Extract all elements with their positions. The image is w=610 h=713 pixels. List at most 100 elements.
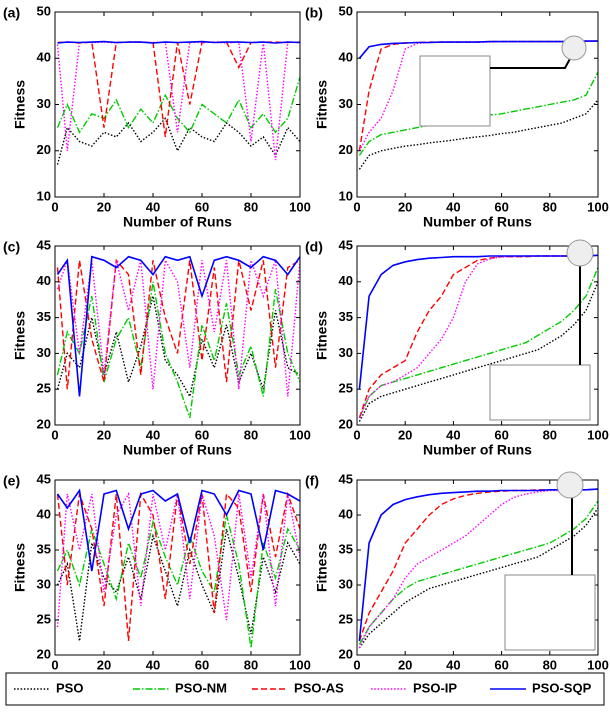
x-tick-label: 20 [398, 199, 412, 214]
series-line [358, 254, 598, 419]
x-tick-label: 60 [195, 199, 209, 214]
zoom-circle [561, 35, 587, 61]
y-tick-label: 30 [37, 576, 51, 591]
series-line [56, 514, 300, 649]
x-tick-label: 80 [244, 199, 258, 214]
y-tick-label: 50 [339, 3, 353, 18]
panel: 10 20 30 40 50 0 20 40 60 80 100 Number of Runs Fitn… [305, 3, 609, 229]
legend-label: PSO-AS [294, 680, 344, 695]
y-tick-label: 20 [37, 142, 51, 157]
x-tick-label: 100 [587, 199, 609, 214]
x-tick-label: 60 [494, 427, 508, 442]
x-axis-label: Number of Runs [423, 442, 532, 458]
y-tick-label: 35 [339, 541, 353, 556]
y-tick-label: 25 [37, 611, 51, 626]
x-tick-label: 40 [146, 657, 160, 672]
series-line [358, 281, 598, 422]
panel-label: (f) [305, 473, 319, 489]
x-tick-label: 40 [446, 199, 460, 214]
y-tick-label: 10 [37, 188, 51, 203]
series-line [56, 491, 300, 642]
x-tick-label: 80 [543, 199, 557, 214]
panel-label: (c) [3, 239, 20, 255]
y-tick-label: 40 [37, 506, 51, 521]
y-tick-label: 35 [339, 309, 353, 324]
x-tick-label: 40 [446, 657, 460, 672]
legend-label: PSO-IP [413, 680, 457, 695]
legend: PSO PSO-NM PSO-AS PSO-IP PSO-SQP [5, 672, 605, 706]
y-tick-label: 40 [339, 50, 353, 65]
y-axis-label: Fitness [314, 80, 330, 129]
x-tick-label: 60 [494, 657, 508, 672]
series-line [358, 500, 598, 645]
x-tick-label: 80 [543, 657, 557, 672]
x-tick-label: 0 [353, 657, 360, 672]
x-tick-label: 60 [494, 199, 508, 214]
y-tick-label: 40 [339, 506, 353, 521]
x-tick-label: 0 [51, 657, 58, 672]
x-tick-label: 0 [51, 199, 58, 214]
x-tick-label: 80 [244, 427, 258, 442]
legend-label: PSO-SQP [532, 680, 592, 695]
series-line [358, 99, 598, 170]
y-tick-label: 20 [339, 416, 353, 431]
x-tick-label: 20 [398, 427, 412, 442]
legend-label: PSO [56, 680, 83, 695]
y-tick-label: 30 [339, 96, 353, 111]
x-tick-label: 60 [195, 427, 209, 442]
y-tick-label: 50 [37, 3, 51, 18]
x-tick-label: 20 [97, 199, 111, 214]
y-axis-label: Fitness [314, 543, 330, 592]
inset-box [419, 55, 491, 127]
y-tick-label: 20 [339, 646, 353, 661]
panel-label: (b) [305, 5, 323, 21]
series-line [56, 258, 300, 397]
x-tick-label: 100 [289, 199, 311, 214]
y-tick-label: 45 [37, 237, 51, 252]
y-tick-label: 40 [37, 273, 51, 288]
inset-decor [419, 35, 596, 651]
x-tick-label: 40 [146, 427, 160, 442]
inset-connector [490, 54, 573, 69]
x-tick-label: 0 [51, 427, 58, 442]
y-tick-label: 45 [37, 471, 51, 486]
series-line [358, 40, 598, 59]
series-line [358, 254, 598, 390]
panel-label: (d) [305, 239, 323, 255]
x-tick-label: 100 [289, 427, 311, 442]
x-axis-label: Number of Runs [123, 442, 232, 458]
series-line [358, 40, 598, 152]
y-tick-label: 35 [37, 309, 51, 324]
series-line [56, 488, 300, 572]
y-tick-label: 30 [37, 345, 51, 360]
y-tick-label: 20 [37, 646, 51, 661]
x-tick-label: 0 [353, 199, 360, 214]
series-line [56, 255, 300, 397]
y-tick-label: 10 [339, 188, 353, 203]
y-tick-label: 25 [339, 611, 353, 626]
x-tick-label: 60 [195, 657, 209, 672]
y-tick-label: 20 [339, 142, 353, 157]
inset-box [489, 364, 591, 421]
y-tick-label: 25 [37, 381, 51, 396]
y-tick-label: 35 [37, 541, 51, 556]
y-tick-label: 20 [37, 416, 51, 431]
y-tick-label: 45 [339, 471, 353, 486]
series-line [56, 258, 300, 390]
series-line [56, 76, 300, 134]
plot-frame [54, 245, 301, 426]
zoom-circle [556, 471, 584, 499]
panel-label: (e) [3, 473, 20, 489]
plot-frame [356, 479, 599, 656]
plot-frame [54, 11, 301, 198]
y-tick-label: 45 [339, 237, 353, 252]
y-axis-label: Fitness [314, 311, 330, 360]
x-tick-label: 20 [398, 657, 412, 672]
plot-frame [54, 479, 301, 656]
y-tick-label: 30 [37, 96, 51, 111]
series-line [56, 281, 300, 419]
x-tick-label: 20 [97, 657, 111, 672]
